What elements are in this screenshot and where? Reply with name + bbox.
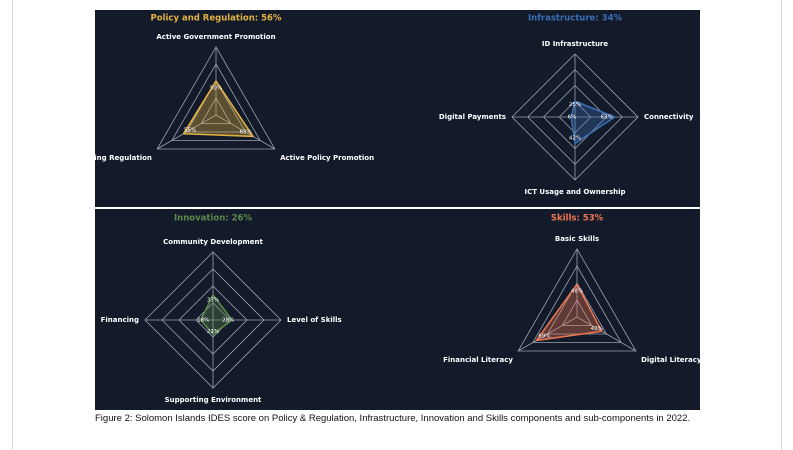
axis-label: Active Government Promotion: [156, 33, 275, 41]
page-edge: [12, 0, 13, 450]
value-label: 69%: [538, 333, 550, 339]
chart-title: Policy and Regulation: 56%: [151, 14, 282, 24]
grid-ring: [200, 97, 232, 124]
value-label: 37%: [207, 297, 219, 303]
value-label: 55%: [184, 127, 196, 133]
axis-label: Community Development: [163, 238, 263, 246]
grid-ring: [185, 80, 247, 133]
axis-label: ICT Usage and Ownership: [524, 188, 625, 196]
value-label: 18%: [197, 318, 209, 324]
grid-ring: [171, 63, 261, 141]
spoke: [156, 114, 217, 150]
value-label: 42%: [569, 136, 581, 142]
axis-label: ID Infrastructure: [542, 40, 609, 48]
grid-ring: [561, 299, 593, 326]
data-area: [570, 100, 616, 145]
grid-ring: [156, 46, 276, 150]
chart-title: Skills: 53%: [551, 214, 604, 224]
spoke: [576, 316, 637, 352]
data-area: [200, 294, 233, 336]
page-edge: [781, 0, 782, 450]
axis-label: Financial Literacy: [443, 356, 513, 364]
grid-ring: [532, 265, 622, 343]
axis-label: Basic Skills: [555, 235, 599, 243]
caption: Figure 2: Solomon Islands IDES score on …: [95, 413, 691, 424]
data-area: [182, 80, 254, 138]
chart-title: Infrastructure: 34%: [528, 14, 623, 24]
value-label: 50%: [210, 85, 222, 91]
spoke: [517, 316, 578, 352]
value-label: 21%: [207, 329, 219, 335]
axis-label: Digital Payments: [439, 113, 506, 121]
value-label: 48%: [571, 288, 583, 294]
figure-panel: [95, 10, 700, 410]
axis-label: Active Policy Promotion: [280, 154, 374, 162]
axis-label: Existing Regulation: [75, 154, 152, 162]
axis-label: Level of Skills: [287, 316, 342, 324]
data-area: [535, 283, 603, 342]
chart-title: Innovation: 26%: [174, 214, 252, 224]
axis-label: Supporting Environment: [165, 396, 262, 404]
value-label: 63%: [240, 130, 252, 136]
value-label: 6%: [568, 115, 577, 121]
value-label: 63%: [601, 115, 613, 121]
grid-ring: [517, 248, 637, 352]
value-label: 25%: [569, 102, 581, 108]
value-label: 28%: [222, 318, 234, 324]
value-label: 42%: [591, 326, 603, 332]
axis-label: Financing: [101, 316, 139, 324]
axis-label: Connectivity: [644, 113, 694, 121]
spoke: [215, 114, 276, 150]
axis-label: Digital Literacy: [641, 356, 702, 364]
